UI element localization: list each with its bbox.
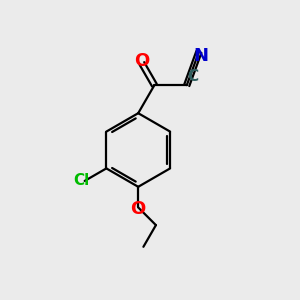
Text: O: O <box>134 52 149 70</box>
Text: O: O <box>130 200 146 218</box>
Text: Cl: Cl <box>74 173 90 188</box>
Text: C: C <box>187 69 198 84</box>
Text: N: N <box>194 47 209 65</box>
